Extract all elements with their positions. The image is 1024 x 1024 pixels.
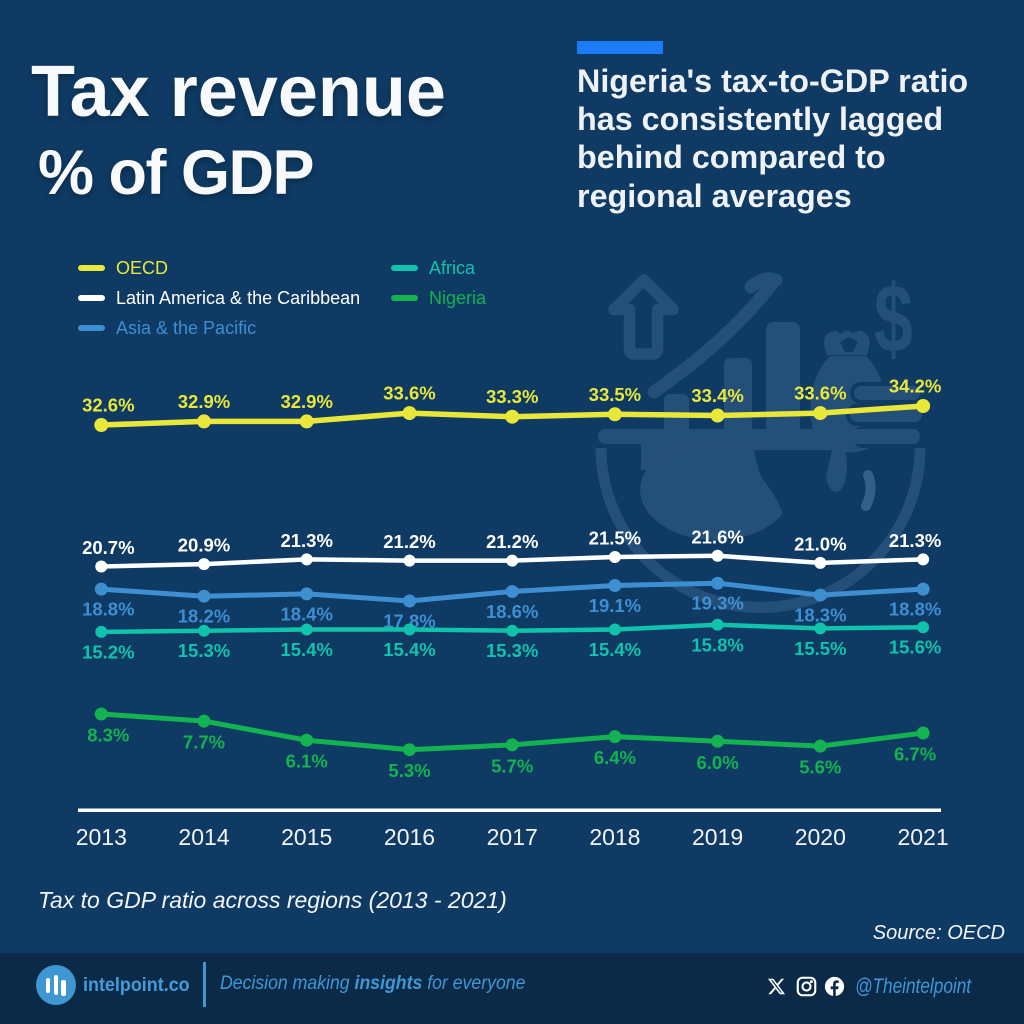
- svg-text:20.9%: 20.9%: [178, 535, 230, 556]
- svg-text:5.6%: 5.6%: [799, 757, 841, 778]
- svg-text:17.8%: 17.8%: [383, 611, 435, 632]
- svg-text:15.8%: 15.8%: [691, 634, 743, 655]
- svg-text:2016: 2016: [384, 824, 435, 850]
- svg-text:5.7%: 5.7%: [491, 755, 533, 776]
- svg-text:18.8%: 18.8%: [82, 599, 134, 620]
- svg-text:15.6%: 15.6%: [889, 637, 941, 658]
- svg-text:7.7%: 7.7%: [183, 732, 225, 753]
- svg-text:18.4%: 18.4%: [280, 603, 332, 624]
- svg-text:34.2%: 34.2%: [889, 376, 941, 397]
- svg-text:21.2%: 21.2%: [383, 531, 435, 552]
- svg-text:18.3%: 18.3%: [794, 605, 846, 626]
- svg-text:21.5%: 21.5%: [589, 528, 641, 549]
- svg-text:32.6%: 32.6%: [82, 395, 134, 416]
- svg-text:15.4%: 15.4%: [383, 639, 435, 660]
- svg-text:15.4%: 15.4%: [589, 639, 641, 660]
- svg-text:32.9%: 32.9%: [280, 391, 332, 412]
- svg-text:33.5%: 33.5%: [589, 384, 641, 405]
- svg-text:15.2%: 15.2%: [82, 641, 134, 662]
- svg-text:19.1%: 19.1%: [589, 595, 641, 616]
- svg-text:2020: 2020: [795, 824, 846, 850]
- svg-text:21.6%: 21.6%: [691, 526, 743, 547]
- svg-text:15.3%: 15.3%: [178, 640, 230, 661]
- svg-text:2018: 2018: [589, 824, 640, 850]
- svg-text:33.4%: 33.4%: [691, 385, 743, 406]
- svg-text:2013: 2013: [76, 824, 127, 850]
- svg-text:2021: 2021: [898, 824, 949, 850]
- svg-text:6.0%: 6.0%: [697, 752, 739, 773]
- svg-text:21.3%: 21.3%: [889, 530, 941, 551]
- svg-text:15.4%: 15.4%: [280, 639, 332, 660]
- svg-text:33.6%: 33.6%: [794, 383, 846, 404]
- svg-text:2017: 2017: [487, 824, 538, 850]
- svg-text:2019: 2019: [692, 824, 743, 850]
- svg-text:19.3%: 19.3%: [691, 593, 743, 614]
- svg-text:6.7%: 6.7%: [894, 744, 936, 765]
- svg-text:21.0%: 21.0%: [794, 533, 846, 554]
- svg-text:$: $: [874, 264, 913, 373]
- svg-text:8.3%: 8.3%: [87, 725, 129, 746]
- svg-text:18.2%: 18.2%: [178, 606, 230, 627]
- svg-text:15.3%: 15.3%: [486, 640, 538, 661]
- svg-text:33.6%: 33.6%: [383, 383, 435, 404]
- svg-text:33.3%: 33.3%: [486, 386, 538, 407]
- svg-text:6.4%: 6.4%: [594, 747, 636, 768]
- svg-text:6.1%: 6.1%: [286, 751, 328, 772]
- svg-text:2014: 2014: [178, 824, 229, 850]
- svg-text:18.6%: 18.6%: [486, 601, 538, 622]
- svg-text:20.7%: 20.7%: [82, 537, 134, 558]
- svg-text:32.9%: 32.9%: [178, 391, 230, 412]
- svg-text:21.2%: 21.2%: [486, 531, 538, 552]
- svg-text:2015: 2015: [281, 824, 332, 850]
- svg-text:5.3%: 5.3%: [388, 760, 430, 781]
- svg-text:21.3%: 21.3%: [280, 530, 332, 551]
- svg-text:15.5%: 15.5%: [794, 638, 846, 659]
- svg-text:18.8%: 18.8%: [889, 599, 941, 620]
